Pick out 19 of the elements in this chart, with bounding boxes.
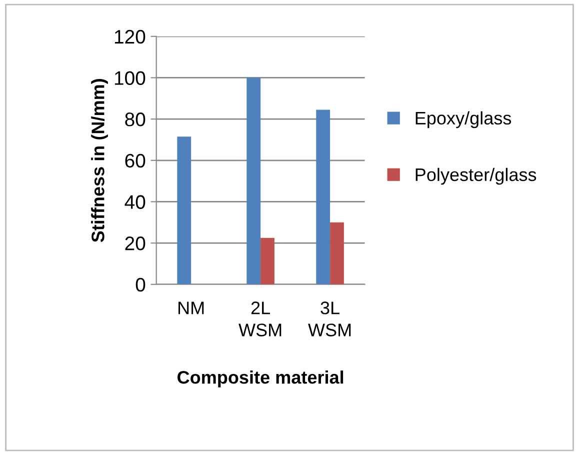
y-tick-label: 60: [125, 154, 146, 168]
x-axis-title: Composite material: [178, 370, 344, 388]
legend-label: Epoxy/glass: [416, 111, 512, 128]
bar: [260, 238, 274, 284]
bar: [316, 110, 330, 284]
bar: [330, 222, 344, 284]
x-tick-label: 3L WSM: [308, 302, 351, 336]
x-tick-label: NM: [178, 302, 204, 314]
y-tick-label: 120: [114, 30, 146, 44]
y-tick-label: 20: [125, 236, 146, 250]
x-tick-label: 2L WSM: [238, 302, 282, 336]
bar: [246, 78, 261, 284]
y-axis-title: Stiffness in (N/mm): [91, 79, 108, 242]
y-tick-label: 100: [114, 71, 146, 85]
y-tick-label: 0: [136, 278, 146, 292]
y-tick-label: 40: [124, 195, 146, 209]
bar: [177, 136, 192, 284]
y-tick-label: 80: [125, 112, 146, 126]
legend-label: Polyester/glass: [416, 168, 536, 185]
